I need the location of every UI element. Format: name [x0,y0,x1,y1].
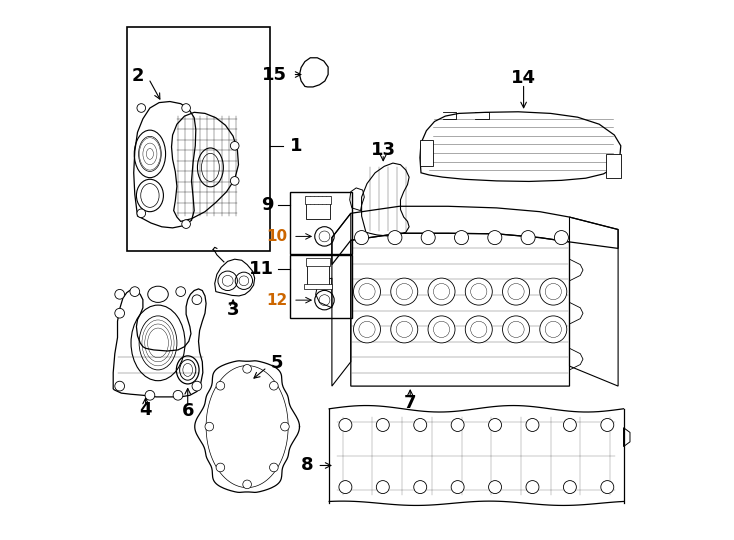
Circle shape [388,231,402,245]
Text: 12: 12 [266,293,288,308]
Circle shape [414,481,426,494]
Circle shape [243,480,252,489]
Circle shape [503,316,529,343]
Circle shape [564,418,576,431]
Circle shape [564,481,576,494]
Circle shape [390,278,418,305]
Circle shape [115,308,125,318]
Circle shape [521,231,535,245]
Circle shape [243,364,252,373]
Bar [606,154,621,178]
Text: 1: 1 [291,137,303,155]
Circle shape [377,481,389,494]
Circle shape [377,418,389,431]
Circle shape [554,231,568,245]
Circle shape [192,381,202,391]
Bar [306,201,330,219]
Circle shape [145,390,155,400]
Circle shape [451,418,464,431]
Text: 14: 14 [511,69,536,87]
Circle shape [454,231,468,245]
Circle shape [451,481,464,494]
Text: 10: 10 [266,229,288,244]
Circle shape [173,390,183,400]
Circle shape [176,287,186,296]
Text: 3: 3 [227,301,239,319]
Circle shape [269,381,278,390]
Circle shape [182,220,190,228]
Circle shape [489,418,501,431]
Circle shape [137,104,145,112]
Circle shape [428,278,455,305]
Circle shape [355,231,368,245]
Circle shape [205,422,214,431]
Circle shape [137,209,145,218]
Bar [305,195,331,204]
Circle shape [465,278,493,305]
Circle shape [354,316,380,343]
Bar [291,192,352,254]
Circle shape [230,177,239,185]
Circle shape [428,316,455,343]
Circle shape [539,278,567,305]
Circle shape [230,141,239,150]
Circle shape [539,316,567,343]
Text: 8: 8 [300,456,313,475]
Bar [291,255,352,318]
Bar [420,140,433,166]
Circle shape [182,104,190,112]
Circle shape [216,381,225,390]
Text: 13: 13 [371,141,396,159]
Circle shape [339,481,352,494]
Text: 15: 15 [262,65,287,84]
Circle shape [488,231,502,245]
Circle shape [192,295,202,305]
Circle shape [465,316,493,343]
Circle shape [354,278,380,305]
Circle shape [414,418,426,431]
Circle shape [601,418,614,431]
Bar [306,258,330,266]
Circle shape [216,463,225,472]
Text: 7: 7 [404,394,416,413]
Circle shape [601,481,614,494]
Circle shape [115,289,125,299]
Text: 2: 2 [131,66,144,85]
Circle shape [503,278,529,305]
Circle shape [421,231,435,245]
Circle shape [526,418,539,431]
Circle shape [280,422,289,431]
Circle shape [526,481,539,494]
Circle shape [339,418,352,431]
Text: 9: 9 [261,197,274,214]
Bar [304,284,333,289]
Circle shape [115,381,125,391]
Bar [308,265,329,286]
Circle shape [390,316,418,343]
Circle shape [489,481,501,494]
Text: 11: 11 [249,260,274,278]
Text: 6: 6 [181,402,194,421]
Circle shape [269,463,278,472]
Bar [127,27,270,251]
Text: 5: 5 [271,354,283,373]
Circle shape [130,287,139,296]
Text: 4: 4 [139,401,152,420]
